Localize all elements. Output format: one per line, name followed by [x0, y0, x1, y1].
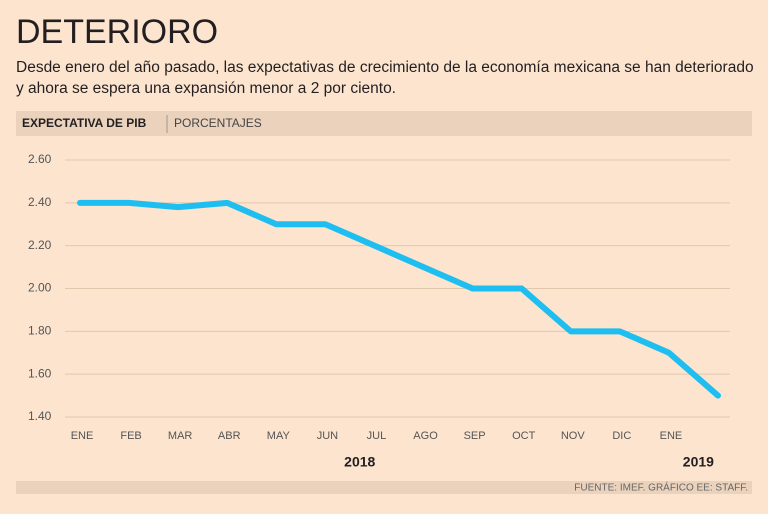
- x-tick-label: MAR: [168, 430, 193, 442]
- x-tick-label: NOV: [561, 430, 586, 442]
- subtitle: Desde enero del año pasado, las expectat…: [16, 59, 754, 76]
- band-label: EXPECTATIVA DE PIB: [22, 116, 147, 130]
- source: FUENTE: IMEF. GRÁFICO EE: STAFF.: [574, 481, 748, 494]
- x-tick-label: MAY: [267, 430, 291, 442]
- year-label: 2018: [344, 454, 375, 470]
- x-tick-label: JUN: [317, 430, 338, 442]
- y-tick-label: 2.00: [28, 281, 52, 295]
- subtitle: y ahora se espera una expansión menor a …: [16, 80, 396, 97]
- y-tick-label: 1.40: [28, 409, 52, 423]
- x-tick-label: AGO: [413, 430, 438, 442]
- x-tick-label: ENE: [71, 430, 94, 442]
- y-tick-label: 2.20: [28, 238, 52, 252]
- x-tick-label: ENE: [660, 430, 683, 442]
- chart-title: DETERIORO: [16, 13, 218, 51]
- y-tick-label: 2.40: [28, 195, 52, 209]
- y-tick-label: 2.60: [28, 152, 52, 166]
- data-line: [77, 199, 721, 399]
- band-unit: PORCENTAJES: [174, 116, 262, 130]
- x-tick-label: DIC: [612, 430, 631, 442]
- header-band: [16, 111, 752, 136]
- x-tick-label: ABR: [218, 430, 241, 442]
- x-tick-label: SEP: [464, 430, 486, 442]
- x-tick-label: JUL: [367, 430, 387, 442]
- x-tick-label: OCT: [512, 430, 536, 442]
- year-label: 2019: [683, 454, 714, 470]
- x-tick-label: FEB: [120, 430, 141, 442]
- y-tick-label: 1.80: [28, 324, 52, 338]
- y-tick-label: 1.60: [28, 366, 52, 380]
- footer-band: [16, 481, 752, 494]
